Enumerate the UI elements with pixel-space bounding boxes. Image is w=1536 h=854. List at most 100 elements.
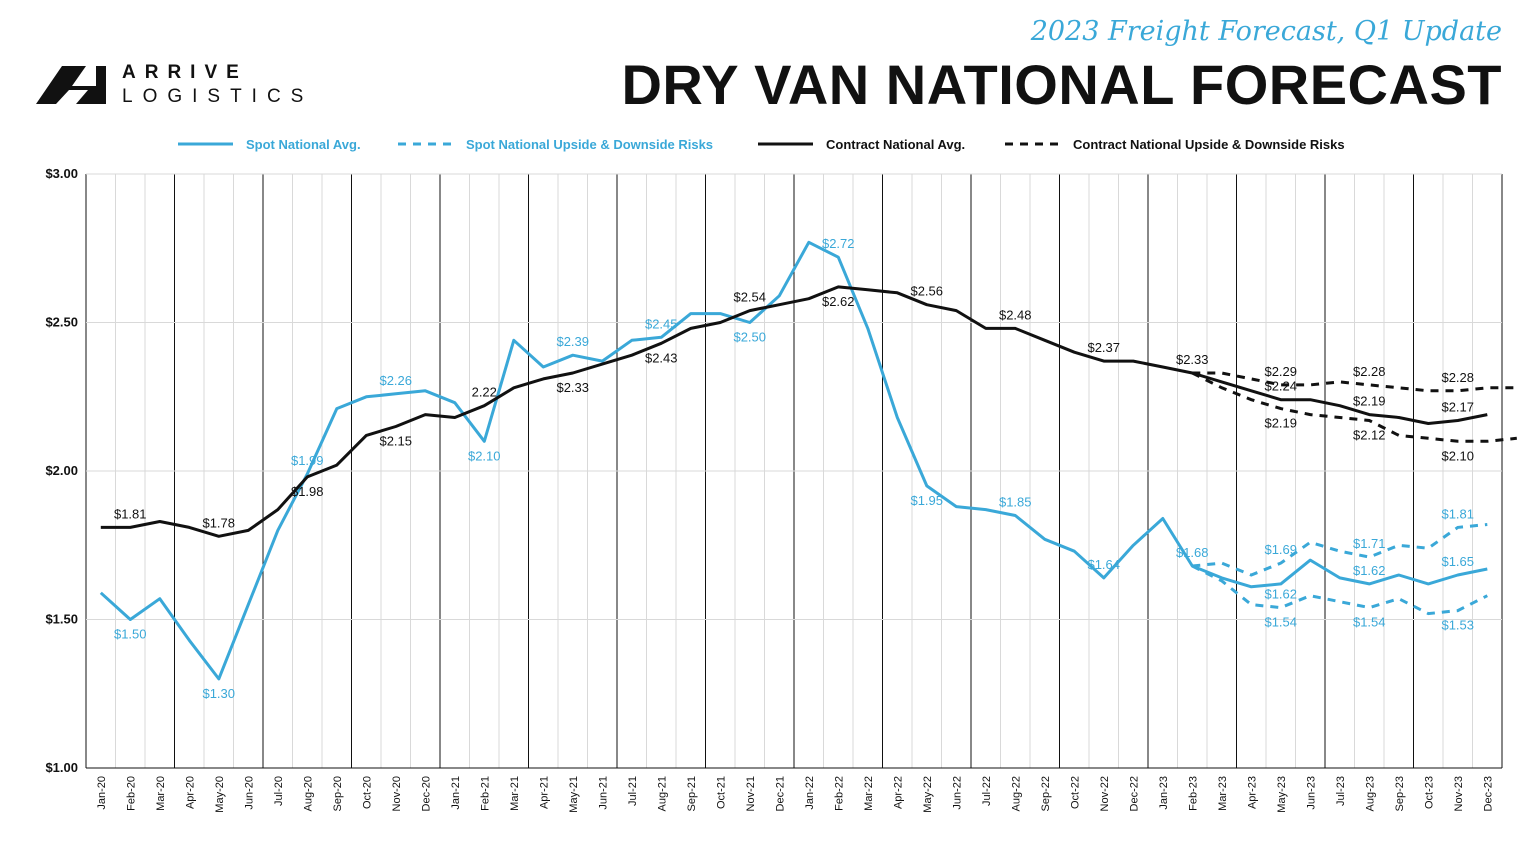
x-tick-label: Jul-21 <box>627 776 639 806</box>
contract-national-upside-downside-risks-data-label: $2.29 <box>1264 364 1297 379</box>
x-tick-label: Apr-22 <box>892 776 904 809</box>
header: ARRIVE LOGISTICS 2023 Freight Forecast, … <box>0 0 1536 120</box>
spot-national-avg-data-label: $2.10 <box>468 448 501 463</box>
contract-national-upside-downside-risks-downside-line <box>1191 371 1517 443</box>
spot-national-avg-data-label: $1.99 <box>291 453 324 468</box>
x-tick-label: Nov-22 <box>1099 776 1111 811</box>
x-tick-label: May-23 <box>1276 776 1288 813</box>
spot-national-avg-data-label: $1.65 <box>1441 554 1474 569</box>
spot-national-avg-data-label: $2.39 <box>556 334 589 349</box>
spot-national-avg-data-label: $2.50 <box>733 330 766 345</box>
logo-text-arrive: ARRIVE <box>122 62 248 83</box>
x-tick-label: Sep-22 <box>1040 776 1052 811</box>
spot-national-avg-data-label: $1.62 <box>1353 563 1386 578</box>
spot-national-avg-data-label: $2.26 <box>379 373 412 388</box>
spot-national-upside-downside-risks-data-label: $1.54 <box>1264 615 1297 630</box>
chart-series <box>99 240 1517 681</box>
y-tick-label: $1.00 <box>45 760 78 775</box>
x-tick-label: Oct-20 <box>361 776 373 809</box>
x-tick-label: Nov-21 <box>745 776 757 811</box>
contract-national-avg-data-label: $1.78 <box>202 515 235 530</box>
y-tick-label: $3.00 <box>45 166 78 181</box>
x-tick-label: Dec-22 <box>1128 776 1140 811</box>
contract-national-avg-data-label: $2.54 <box>733 290 766 305</box>
contract-national-upside-downside-risks-data-label: $2.28 <box>1353 364 1386 379</box>
contract-national-upside-downside-risks-data-label: $2.12 <box>1353 428 1386 443</box>
x-tick-label: Jun-21 <box>597 776 609 810</box>
x-tick-label: Feb-21 <box>479 776 491 811</box>
x-tick-label: Jan-22 <box>804 776 816 810</box>
contract-national-avg-data-label: $2.43 <box>645 350 678 365</box>
spot-national-upside-downside-risks-data-label: $1.54 <box>1353 615 1386 630</box>
contract-national-avg-data-label: $2.17 <box>1441 400 1474 415</box>
legend-label: Spot National Upside & Downside Risks <box>466 137 713 152</box>
x-tick-label: Dec-23 <box>1482 776 1494 811</box>
spot-national-avg-data-label: $1.64 <box>1087 557 1120 572</box>
spot-national-avg-line <box>99 240 1488 681</box>
spot-national-avg-data-label: $1.85 <box>999 495 1032 510</box>
x-tick-label: Sep-21 <box>686 776 698 811</box>
x-axis: Jan-20 Feb-20 Mar-20 Apr-20 May-20 Jun-20 Jul-… <box>96 776 1495 813</box>
x-tick-label: Aug-20 <box>302 776 314 811</box>
x-tick-label: Nov-20 <box>391 776 403 811</box>
x-tick-label: Aug-21 <box>656 776 668 811</box>
arrive-logo-icon <box>36 66 106 104</box>
x-tick-label: Feb-20 <box>125 776 137 811</box>
x-tick-label: Oct-21 <box>715 776 727 809</box>
x-tick-label: Jun-22 <box>951 776 963 810</box>
x-tick-label: Dec-20 <box>420 776 432 811</box>
contract-national-upside-downside-risks-upside-line <box>1192 371 1517 393</box>
x-tick-label: Apr-20 <box>184 776 196 809</box>
contract-national-avg-data-label: $1.81 <box>114 506 147 521</box>
legend-label: Contract National Upside & Downside Risk… <box>1073 137 1345 152</box>
contract-national-avg-data-label: $2.33 <box>1176 352 1209 367</box>
x-tick-label: Jun-20 <box>243 776 255 810</box>
x-tick-label: May-21 <box>568 776 580 813</box>
contract-national-avg-data-label: $2.15 <box>379 433 412 448</box>
spot-national-avg-data-label: $1.50 <box>114 627 147 642</box>
contract-national-avg-data-label: $2.19 <box>1353 394 1386 409</box>
y-tick-label: $2.50 <box>45 315 78 330</box>
line-chart: Spot National Avg. Spot National Upside &… <box>45 137 1517 813</box>
x-tick-label: Jul-20 <box>273 776 285 806</box>
x-tick-label: Jul-23 <box>1335 776 1347 806</box>
x-tick-label: Apr-23 <box>1246 776 1258 809</box>
contract-national-avg-data-label: 2.22 <box>472 385 497 400</box>
x-tick-label: Mar-23 <box>1217 776 1229 811</box>
y-tick-label: $2.00 <box>45 463 78 478</box>
spot-national-avg-data-label: $1.68 <box>1176 545 1209 560</box>
chart-legend: Spot National Avg. Spot National Upside &… <box>178 137 1345 152</box>
x-tick-label: Jan-20 <box>96 776 108 810</box>
x-tick-label: Jan-21 <box>450 776 462 810</box>
y-tick-label: $1.50 <box>45 612 78 627</box>
contract-national-avg-data-label: $2.33 <box>556 380 589 395</box>
contract-national-avg-data-label: $2.48 <box>999 307 1032 322</box>
contract-national-avg-data-label: $1.98 <box>291 484 324 499</box>
spot-national-upside-downside-risks-data-label: $1.69 <box>1264 542 1297 557</box>
x-tick-label: Oct-22 <box>1069 776 1081 809</box>
page-title: DRY VAN NATIONAL FORECAST <box>621 53 1502 116</box>
spot-national-avg-data-label: $2.72 <box>822 236 855 251</box>
x-tick-label: Nov-23 <box>1453 776 1465 811</box>
x-tick-label: Apr-21 <box>538 776 550 809</box>
contract-national-upside-downside-risks-data-label: $2.28 <box>1441 370 1474 385</box>
spot-national-avg-data-label: $1.95 <box>910 493 943 508</box>
x-tick-label: Jul-22 <box>981 776 993 806</box>
x-tick-label: Feb-22 <box>833 776 845 811</box>
contract-national-upside-downside-risks-data-label: $2.19 <box>1264 416 1297 431</box>
chart-gridlines <box>85 173 1503 769</box>
y-axis: $1.00 $1.50 $2.00 $2.50 $3.00 <box>45 166 78 775</box>
legend-label: Spot National Avg. <box>246 137 361 152</box>
x-tick-label: Mar-22 <box>863 776 875 811</box>
x-tick-label: Aug-23 <box>1364 776 1376 811</box>
x-tick-label: Sep-23 <box>1394 776 1406 811</box>
page-subtitle: 2023 Freight Forecast, Q1 Update <box>1030 16 1502 47</box>
contract-national-upside-downside-risks-data-label: $2.10 <box>1441 448 1474 463</box>
x-tick-label: Dec-21 <box>774 776 786 811</box>
contract-national-avg-data-label: $2.62 <box>822 294 855 309</box>
arrive-logistics-logo: ARRIVE LOGISTICS <box>36 62 356 108</box>
spot-national-upside-downside-risks-data-label: $1.81 <box>1441 506 1474 521</box>
x-tick-label: May-22 <box>922 776 934 813</box>
x-tick-label: Mar-20 <box>155 776 167 811</box>
x-tick-label: Jan-23 <box>1158 776 1170 810</box>
